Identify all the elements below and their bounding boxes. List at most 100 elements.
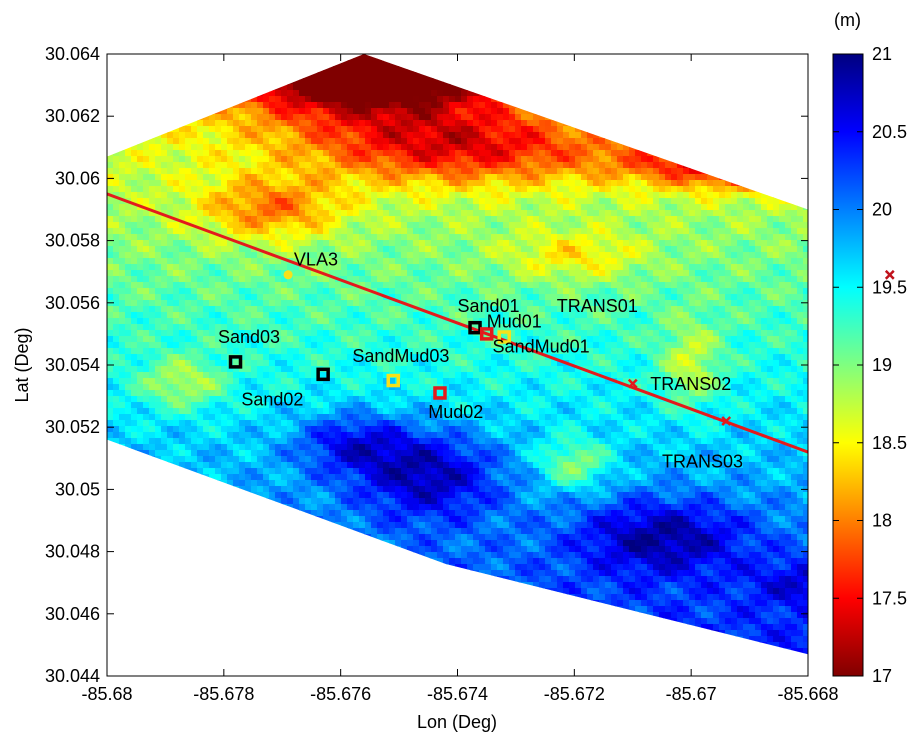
depth-cell xyxy=(761,78,768,85)
depth-cell xyxy=(491,96,498,103)
depth-cell xyxy=(353,234,360,241)
depth-cell xyxy=(305,288,312,295)
depth-cell xyxy=(803,204,808,211)
depth-cell xyxy=(305,222,312,229)
depth-cell xyxy=(461,294,468,301)
depth-cell xyxy=(539,270,546,277)
depth-cell xyxy=(383,156,390,163)
depth-cell xyxy=(719,174,726,181)
depth-cell xyxy=(395,96,402,103)
depth-cell xyxy=(137,186,144,193)
depth-cell xyxy=(569,282,576,289)
depth-cell xyxy=(785,258,792,265)
depth-cell xyxy=(155,54,162,61)
depth-cell xyxy=(527,306,534,313)
depth-cell xyxy=(515,168,522,175)
depth-cell xyxy=(161,192,168,199)
depth-cell xyxy=(647,288,654,295)
depth-cell xyxy=(155,72,162,79)
depth-cell xyxy=(431,294,438,301)
depth-cell xyxy=(143,228,150,235)
depth-cell xyxy=(533,282,540,289)
depth-cell xyxy=(191,156,198,163)
depth-cell xyxy=(641,192,648,199)
depth-cell xyxy=(515,234,522,241)
depth-cell xyxy=(737,258,744,265)
depth-cell xyxy=(269,198,276,205)
depth-cell xyxy=(611,180,618,187)
depth-cell xyxy=(329,288,336,295)
depth-cell xyxy=(617,240,624,247)
depth-cell xyxy=(617,78,624,85)
depth-cell xyxy=(155,228,162,235)
depth-cell xyxy=(161,96,168,103)
depth-cell xyxy=(587,156,594,163)
depth-cell xyxy=(479,294,486,301)
depth-cell xyxy=(527,216,534,223)
depth-cell xyxy=(371,282,378,289)
depth-cell xyxy=(707,108,714,115)
depth-cell xyxy=(209,234,216,241)
depth-cell xyxy=(425,198,432,205)
depth-cell xyxy=(395,276,402,283)
depth-cell xyxy=(143,108,150,115)
depth-cell xyxy=(413,150,420,157)
depth-cell xyxy=(155,126,162,133)
depth-cell xyxy=(119,138,126,145)
depth-cell xyxy=(737,222,744,229)
depth-cell xyxy=(683,186,690,193)
depth-cell xyxy=(743,174,750,181)
depth-cell xyxy=(317,222,324,229)
depth-cell xyxy=(395,90,402,97)
depth-cell xyxy=(299,282,306,289)
depth-cell xyxy=(557,204,564,211)
depth-cell xyxy=(725,264,732,271)
depth-cell xyxy=(131,222,138,229)
depth-cell xyxy=(581,114,588,121)
depth-cell xyxy=(485,210,492,217)
depth-cell xyxy=(461,306,468,313)
depth-cell xyxy=(485,114,492,121)
depth-cell xyxy=(497,66,504,73)
depth-cell xyxy=(767,258,774,265)
depth-cell xyxy=(407,132,414,139)
depth-cell xyxy=(443,180,450,187)
depth-cell xyxy=(131,198,138,205)
depth-cell xyxy=(593,54,600,61)
depth-cell xyxy=(545,216,552,223)
depth-cell xyxy=(305,210,312,217)
depth-cell xyxy=(347,276,354,283)
depth-cell xyxy=(173,168,180,175)
depth-cell xyxy=(725,138,732,145)
depth-cell xyxy=(785,72,792,79)
depth-cell xyxy=(779,288,786,295)
depth-cell xyxy=(347,78,354,85)
depth-cell xyxy=(461,252,468,259)
depth-cell xyxy=(647,54,654,61)
depth-cell xyxy=(143,294,150,301)
depth-cell xyxy=(431,306,438,313)
depth-cell xyxy=(593,150,600,157)
depth-cell xyxy=(779,144,786,151)
depth-cell xyxy=(659,246,666,253)
depth-cell xyxy=(671,90,678,97)
depth-cell xyxy=(671,126,678,133)
depth-cell xyxy=(227,240,234,247)
depth-cell xyxy=(605,96,612,103)
depth-cell xyxy=(557,78,564,85)
depth-cell xyxy=(419,204,426,211)
depth-cell xyxy=(167,246,174,253)
depth-cell xyxy=(359,300,366,307)
depth-cell xyxy=(461,96,468,103)
depth-cell xyxy=(269,132,276,139)
depth-cell xyxy=(551,108,558,115)
depth-cell xyxy=(647,258,654,265)
depth-cell xyxy=(557,180,564,187)
depth-cell xyxy=(233,72,240,79)
depth-cell xyxy=(317,156,324,163)
depth-cell xyxy=(179,228,186,235)
depth-cell xyxy=(509,90,516,97)
depth-cell xyxy=(137,54,144,61)
depth-cell xyxy=(125,252,132,259)
depth-cell xyxy=(665,150,672,157)
